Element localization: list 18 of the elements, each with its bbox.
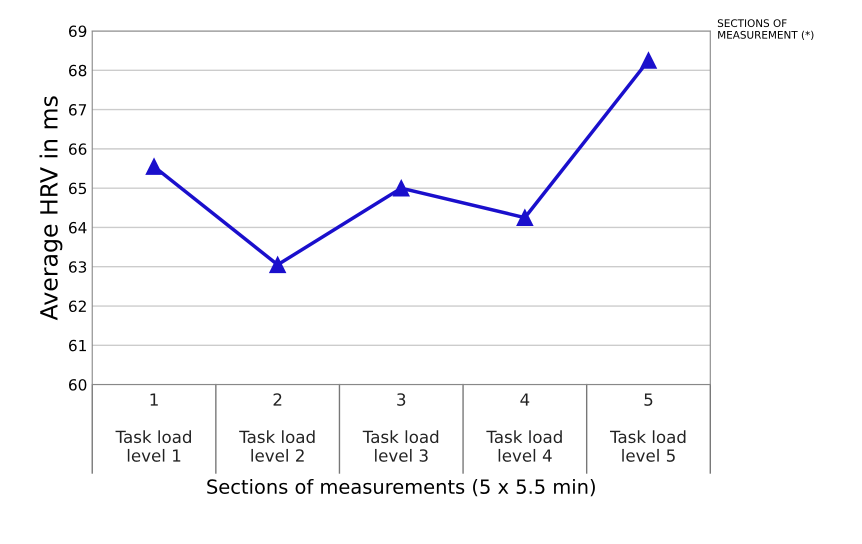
category-label: 1 Task load level 1 xyxy=(116,393,191,462)
category-label: 5 Task load level 5 xyxy=(610,393,686,462)
y-tick-label: 69 xyxy=(69,25,86,38)
y-tick-label: 61 xyxy=(69,340,86,352)
category-label: 4 Task load level 4 xyxy=(486,393,562,462)
y-tick-label: 68 xyxy=(69,64,86,76)
y-tick-label: 66 xyxy=(69,143,86,155)
y-tick-label: 62 xyxy=(69,300,86,312)
y-tick-label: 64 xyxy=(69,222,87,234)
y-tick-label: 63 xyxy=(69,261,86,273)
category-label: 3 Task load level 3 xyxy=(362,393,438,462)
text: SECTIONS OF MEASUREMENT (*) xyxy=(718,19,814,40)
x-axis-title: Sections of measurements (5 x 5.5 min) xyxy=(207,478,595,496)
category-label: 2 Task load level 2 xyxy=(239,393,315,462)
y-tick-label: 67 xyxy=(69,104,86,116)
y-axis-title: Average HRV in ms xyxy=(40,96,62,320)
y-tick-label: 65 xyxy=(69,182,86,194)
y-tick-label: 60 xyxy=(69,379,86,391)
